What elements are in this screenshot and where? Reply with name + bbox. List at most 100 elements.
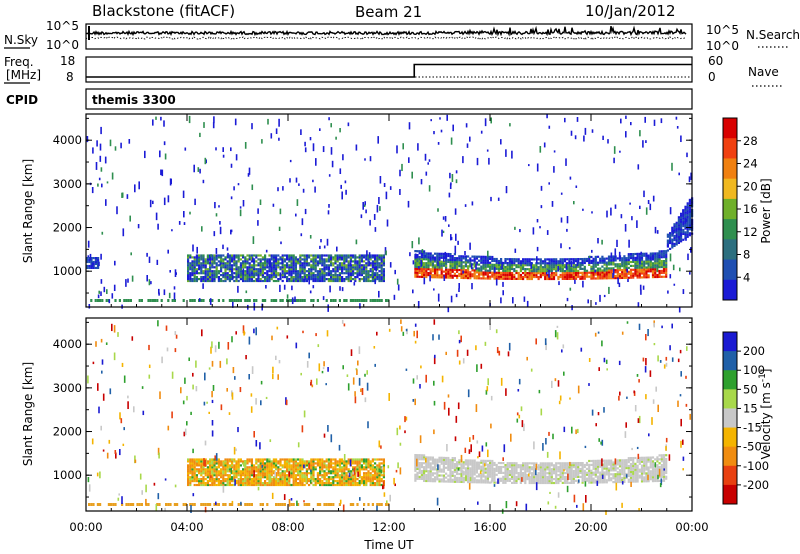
range-gate-cell [292,474,295,477]
range-gate-cell [429,468,432,471]
range-gate-cell [429,272,432,275]
range-gate-cell [281,483,284,487]
range-gate-cell [270,268,273,271]
range-gate-cell [647,264,650,267]
range-gate-cell [308,268,311,271]
range-gate-cell [665,256,668,259]
range-gate-cell [530,466,533,469]
range-gate-cell [632,256,635,260]
range-gate-cell [336,246,338,252]
range-gate-cell [504,475,507,478]
range-gate-cell [213,270,216,273]
range-gate-cell [502,261,505,265]
range-gate-cell [327,254,330,257]
range-gate-cell [464,204,467,207]
range-gate-cell [349,279,352,283]
range-gate-cell [209,466,212,469]
range-gate-cell [654,258,657,261]
range-gate-cell [579,469,582,473]
range-gate-cell [321,483,324,487]
range-gate-cell [111,293,114,299]
range-gate-cell [429,456,432,459]
range-gate-cell [310,474,313,477]
range-gate-cell [314,264,317,267]
range-gate-cell [336,472,339,475]
range-gate-cell [458,259,461,262]
range-gate-cell [548,462,551,465]
range-gate-cell [160,116,162,121]
range-gate-cell [242,468,245,471]
range-gate-cell [347,460,350,463]
range-gate-cell [572,462,575,465]
range-gate-cell [423,468,426,471]
range-gate-cell [642,285,645,290]
range-gate-cell [464,475,467,478]
range-gate-cell [231,272,234,275]
range-gate-cell [371,279,374,283]
range-gate-cell [159,150,161,158]
range-gate-cell [540,205,543,209]
range-gate-cell [460,476,463,480]
range-gate-cell [557,275,560,279]
range-gate-cell [356,460,359,463]
range-gate-cell [537,258,540,261]
range-gate-cell [334,458,337,461]
range-gate-cell [264,279,267,283]
range-gate-cell [356,466,359,469]
range-gate-cell [246,279,249,283]
range-gate-cell [213,472,216,475]
range-gate-cell [671,162,673,171]
range-gate-cell [475,267,478,270]
range-gate-cell [478,465,481,468]
range-gate-cell [625,257,628,260]
range-gate-cell [504,467,507,471]
range-gate-cell [438,262,441,265]
range-gate-cell [539,468,542,471]
range-gate-cell [636,256,639,259]
range-gate-cell [675,235,678,238]
range-gate-cell [515,464,518,467]
range-gate-cell [473,273,476,276]
range-gate-cell [574,469,578,473]
range-gate-cell [471,465,474,468]
range-gate-cell [224,474,227,477]
range-gate-cell [277,466,280,469]
range-gate-cell [630,122,632,126]
range-gate-cell [358,460,361,463]
range-gate-cell [330,472,333,475]
range-gate-cell [283,258,286,261]
range-gate-cell [310,270,313,273]
range-gate-cell [436,274,439,277]
range-gate-cell [378,278,381,281]
range-gate-cell [104,156,107,164]
range-gate-cell [200,279,203,283]
range-gate-cell [255,468,258,471]
range-gate-cell [467,467,470,470]
range-gate-cell [298,183,300,186]
range-gate-cell [582,208,584,211]
range-gate-cell [209,464,212,467]
range-gate-cell [242,482,245,485]
range-gate-cell [354,458,357,461]
range-gate-cell [673,229,676,232]
range-gate-cell [550,275,553,279]
range-gate-cell [522,464,525,467]
range-gate-cell [314,468,317,471]
range-gate-cell [198,256,201,259]
range-gate-cell [675,237,678,240]
range-gate-cell [343,279,346,283]
range-gate-cell [363,204,366,207]
range-gate-cell [371,256,374,259]
range-gate-cell [195,480,198,483]
range-gate-cell [517,262,520,265]
range-gate-cell [365,266,368,269]
range-gate-cell [88,304,91,309]
range-gate-cell [570,462,573,465]
range-gate-cell [196,246,198,254]
range-gate-cell [189,266,192,269]
range-gate-cell [248,264,251,267]
range-gate-cell [319,480,322,483]
range-gate-cell [222,470,225,473]
range-gate-cell [484,481,487,484]
range-gate-cell [222,483,225,487]
